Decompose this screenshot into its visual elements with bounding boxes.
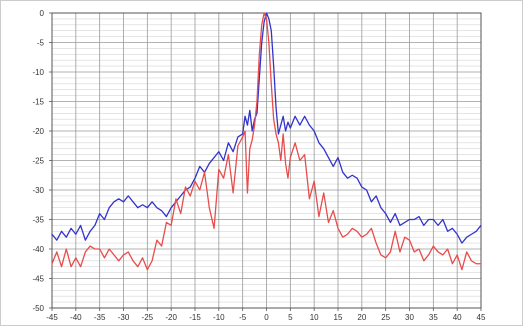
y-tick-label: -15 — [32, 98, 44, 107]
y-tick-label: -10 — [32, 68, 44, 77]
y-tick-label: -20 — [32, 127, 44, 136]
x-tick-label: 45 — [477, 313, 486, 322]
x-tick-label: -25 — [142, 313, 154, 322]
x-tick-label: 0 — [264, 313, 269, 322]
x-tick-label: -10 — [213, 313, 225, 322]
x-tick-label: 10 — [310, 313, 319, 322]
series-line-1 — [51, 12, 482, 244]
y-tick-label: -45 — [32, 275, 44, 284]
x-tick-label: -40 — [70, 313, 82, 322]
y-tick-label: 0 — [40, 9, 45, 18]
x-tick-label: 35 — [429, 313, 438, 322]
x-tick-label: 15 — [334, 313, 343, 322]
series-line-2 — [51, 12, 482, 271]
y-tick-label: -5 — [37, 39, 45, 48]
x-tick-label: 20 — [357, 313, 366, 322]
x-tick-label: -15 — [189, 313, 201, 322]
x-tick-label: -45 — [46, 313, 58, 322]
y-tick-label: -40 — [32, 245, 44, 254]
x-tick-label: 25 — [381, 313, 390, 322]
x-tick-label: -35 — [94, 313, 106, 322]
x-tick-label: 30 — [405, 313, 414, 322]
y-axis-ticks: 0 -5 -10 -15 -20 -25 -30 -35 -40 -45 -50 — [32, 9, 52, 313]
y-tick-label: -35 — [32, 216, 44, 225]
y-tick-label: -50 — [32, 304, 44, 313]
x-tick-label: -20 — [165, 313, 177, 322]
x-tick-label: -5 — [239, 313, 247, 322]
x-axis-ticks: -45 -40 -35 -30 -25 -20 -15 -10 -5 0 5 10 15 20 25 30 35… — [46, 308, 486, 322]
x-tick-label: 40 — [453, 313, 462, 322]
y-tick-label: -25 — [32, 157, 44, 166]
x-tick-label: -30 — [118, 313, 130, 322]
y-tick-label: -30 — [32, 186, 44, 195]
x-tick-label: 5 — [288, 313, 293, 322]
series-layer — [51, 12, 482, 271]
